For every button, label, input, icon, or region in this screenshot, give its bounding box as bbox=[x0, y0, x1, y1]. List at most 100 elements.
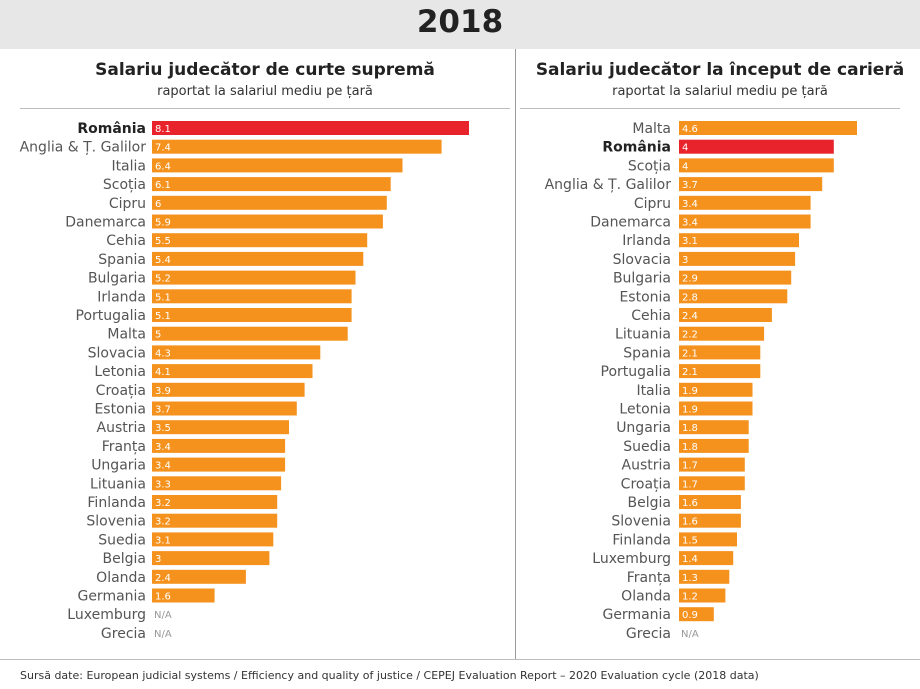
right-bar-letonia bbox=[679, 401, 753, 416]
right-category-label-luxemburg: Luxemburg bbox=[592, 551, 671, 567]
right-value-label-anglia-t-galilor: 3.7 bbox=[682, 180, 698, 191]
right-category-label-slovenia: Slovenia bbox=[611, 514, 671, 530]
left-bar-italia bbox=[152, 158, 403, 173]
left-category-label-scotia: Scoția bbox=[103, 177, 146, 193]
left-value-label-germania: 1.6 bbox=[155, 592, 171, 603]
left-value-label-ungaria: 3.4 bbox=[155, 461, 171, 472]
left-value-label-slovacia: 4.3 bbox=[155, 348, 171, 359]
left-value-label-suedia: 3.1 bbox=[155, 535, 171, 546]
right-category-label-croatia: Croația bbox=[621, 476, 671, 492]
left-category-label-franta: Franța bbox=[102, 439, 146, 455]
left-value-label-finlanda: 3.2 bbox=[155, 498, 171, 509]
right-bar-malta bbox=[679, 121, 857, 135]
left-category-label-lituania: Lituania bbox=[90, 476, 146, 492]
right-category-label-letonia: Letonia bbox=[619, 402, 671, 418]
right-category-label-spania: Spania bbox=[623, 345, 671, 361]
right-bar-romania bbox=[679, 139, 834, 154]
left-bar-portugalia bbox=[152, 308, 352, 322]
right-value-label-scotia: 4 bbox=[682, 161, 688, 172]
left-value-label-estonia: 3.7 bbox=[155, 405, 171, 416]
left-value-label-anglia-t-galilor: 7.4 bbox=[155, 143, 171, 154]
left-bar-franta bbox=[152, 438, 286, 453]
right-category-label-finlanda: Finlanda bbox=[612, 532, 671, 548]
left-category-label-germania: Germania bbox=[77, 589, 146, 605]
right-value-label-finlanda: 1.5 bbox=[682, 535, 698, 546]
right-category-label-ungaria: Ungaria bbox=[616, 420, 671, 436]
right-value-label-malta: 4.6 bbox=[682, 124, 698, 135]
left-bar-estonia bbox=[152, 401, 297, 416]
right-bar-slovenia bbox=[679, 513, 741, 528]
right-value-label-croatia: 1.7 bbox=[682, 479, 698, 490]
left-bar-danemarca bbox=[152, 214, 383, 229]
right-value-label-slovenia: 1.6 bbox=[682, 517, 698, 528]
right-category-label-irlanda: Irlanda bbox=[622, 233, 671, 249]
left-bar-spania bbox=[152, 251, 364, 266]
right-value-label-italia: 1.9 bbox=[682, 386, 698, 397]
left-value-label-romania: 8.1 bbox=[155, 124, 171, 135]
left-na-label-grecia: N/A bbox=[154, 629, 172, 640]
left-value-label-belgia: 3 bbox=[155, 554, 161, 565]
left-category-label-finlanda: Finlanda bbox=[87, 495, 146, 511]
right-panel-rule bbox=[520, 108, 900, 109]
left-bar-belgia bbox=[152, 551, 270, 566]
right-value-label-cehia: 2.4 bbox=[682, 311, 698, 322]
left-bar-bulgaria bbox=[152, 270, 356, 285]
left-category-label-romania: România bbox=[77, 121, 146, 137]
right-category-label-franta: Franța bbox=[627, 570, 671, 586]
right-value-label-olanda: 1.2 bbox=[682, 592, 698, 603]
left-bar-scotia bbox=[152, 177, 391, 192]
left-value-label-scotia: 6.1 bbox=[155, 180, 171, 191]
right-bar-irlanda bbox=[679, 233, 799, 248]
right-bar-cehia bbox=[679, 308, 772, 322]
right-category-label-danemarca: Danemarca bbox=[590, 215, 671, 231]
right-value-label-bulgaria: 2.9 bbox=[682, 274, 698, 285]
right-category-label-scotia: Scoția bbox=[628, 158, 671, 174]
right-bar-croatia bbox=[679, 476, 745, 491]
left-category-label-belgia: Belgia bbox=[103, 551, 146, 567]
right-bar-austria bbox=[679, 457, 745, 472]
footer-rule bbox=[0, 659, 920, 660]
right-na-label-grecia: N/A bbox=[681, 629, 699, 640]
right-value-label-suedia: 1.8 bbox=[682, 442, 698, 453]
right-value-label-spania: 2.1 bbox=[682, 348, 698, 359]
left-panel-subtitle: raportat la salariul mediu pe țară bbox=[157, 84, 373, 99]
left-category-label-danemarca: Danemarca bbox=[65, 215, 146, 231]
right-category-label-suedia: Suedia bbox=[623, 439, 671, 455]
right-category-label-cipru: Cipru bbox=[634, 196, 671, 212]
header-band bbox=[0, 0, 920, 49]
left-value-label-lituania: 3.3 bbox=[155, 479, 171, 490]
right-category-label-anglia-t-galilor: Anglia & Ț. Galilor bbox=[545, 177, 672, 193]
source-note: Sursă date: European judicial systems / … bbox=[20, 669, 759, 682]
right-value-label-danemarca: 3.4 bbox=[682, 218, 698, 229]
left-category-label-estonia: Estonia bbox=[94, 402, 146, 418]
left-category-label-olanda: Olanda bbox=[96, 570, 146, 586]
right-bar-luxemburg bbox=[679, 551, 734, 566]
right-category-label-belgia: Belgia bbox=[628, 495, 671, 511]
right-category-label-malta: Malta bbox=[632, 121, 671, 137]
right-bar-germania bbox=[679, 607, 714, 622]
left-na-label-luxemburg: N/A bbox=[154, 610, 172, 621]
left-bar-cipru bbox=[152, 195, 387, 210]
left-bar-olanda bbox=[152, 569, 246, 584]
left-bar-austria bbox=[152, 420, 289, 435]
left-bar-slovacia bbox=[152, 345, 321, 360]
right-value-label-luxemburg: 1.4 bbox=[682, 554, 698, 565]
right-category-label-italia: Italia bbox=[636, 383, 671, 399]
right-value-label-germania: 0.9 bbox=[682, 610, 698, 621]
right-bar-danemarca bbox=[679, 214, 811, 229]
left-bar-suedia bbox=[152, 532, 274, 547]
left-category-label-bulgaria: Bulgaria bbox=[88, 271, 146, 287]
right-bar-anglia-t-galilor bbox=[679, 177, 823, 192]
left-value-label-portugalia: 5.1 bbox=[155, 311, 171, 322]
right-value-label-franta: 1.3 bbox=[682, 573, 698, 584]
right-category-label-romania: România bbox=[602, 140, 671, 156]
left-bar-slovenia bbox=[152, 513, 278, 528]
left-bar-germania bbox=[152, 588, 215, 603]
left-value-label-danemarca: 5.9 bbox=[155, 218, 171, 229]
right-value-label-estonia: 2.8 bbox=[682, 292, 698, 303]
left-category-label-malta: Malta bbox=[107, 327, 146, 343]
right-category-label-bulgaria: Bulgaria bbox=[613, 271, 671, 287]
right-category-label-estonia: Estonia bbox=[619, 289, 671, 305]
right-bar-lituania bbox=[679, 326, 765, 341]
left-bar-anglia-t-galilor bbox=[152, 139, 442, 154]
